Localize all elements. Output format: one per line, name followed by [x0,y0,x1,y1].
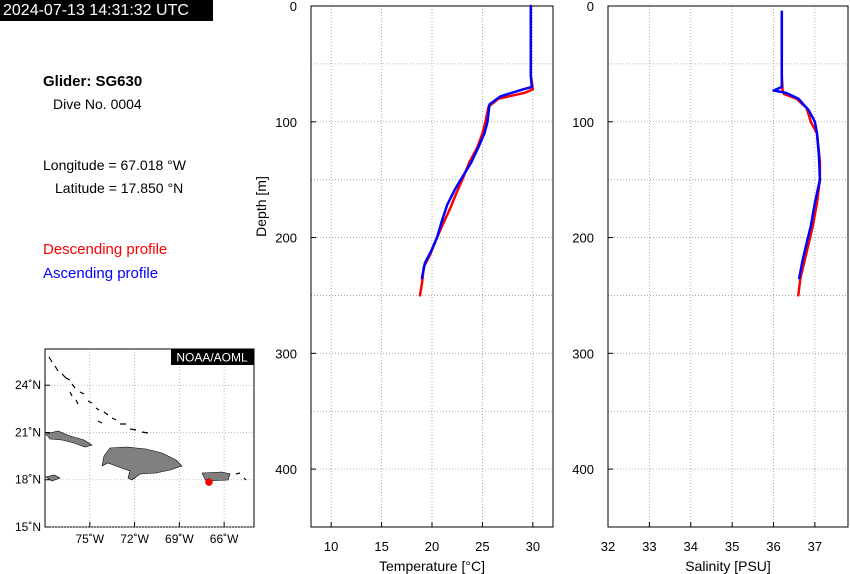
map-lat-label: 15˚N [15,520,41,534]
plot-frame [607,5,849,528]
y-tick-label: 200 [275,231,297,246]
latitude-readout: Latitude = 17.850 °N [55,180,184,196]
glider-name: Glider: SG630 [43,73,143,90]
map-lon-label: 75˚W [75,532,104,546]
x-tick-label: 10 [324,539,338,554]
longitude-readout: Longitude = 67.018 °W [43,157,186,173]
x-tick-label: 20 [425,539,439,554]
descending-profile-line [780,10,822,297]
y-tick-label: 0 [290,0,297,14]
y-tick-label: 100 [275,115,297,130]
x-tick-label: 25 [475,539,489,554]
hispaniola-landmass [101,446,183,481]
virgin-islands [235,472,247,481]
y-tick-label: 100 [572,115,594,130]
x-tick-label: 35 [725,539,739,554]
ascending-profile-line [772,10,822,280]
cuba-landmass [45,430,93,448]
ascending-legend: Ascending profile [43,265,159,282]
y-tick-label: 300 [275,346,297,361]
x-tick-label: 37 [808,539,822,554]
y-tick-label: 200 [572,231,594,246]
ascending-profile-line [420,4,534,280]
dive-number: Dive No. 0004 [53,96,142,112]
map-credit-box [171,349,254,365]
map-lon-label: 72˚W [120,532,149,546]
map-ticks: 75˚W 72˚W 69˚W 66˚W 24˚N 21˚N 18˚N 15˚N [15,378,239,546]
map-lat-label: 24˚N [15,378,41,392]
y-tick-label: 300 [572,346,594,361]
x-tick-label: 15 [374,539,388,554]
timestamp: 2024-07-13 14:31:32 UTC [0,0,213,21]
x-tick-label: 33 [642,539,656,554]
map-lat-label: 18˚N [15,473,41,487]
bahamas-islands [48,356,149,434]
map-lat-label: 21˚N [15,425,41,439]
x-tick-label: 30 [526,539,540,554]
y-tick-label: 400 [572,462,594,477]
map-credit: NOAA/AOML [176,351,248,365]
y-axis-label: Depth [m] [253,176,269,237]
location-map: NOAA/AOML 75˚W 72˚W 69˚W 66˚W 24˚N 21˚N 18˚N 15… [15,348,255,546]
y-tick-label: 0 [587,0,594,14]
x-tick-label: 36 [766,539,780,554]
map-frame [44,348,255,528]
y-tick-label: 400 [275,462,297,477]
x-tick-label: 34 [684,539,698,554]
temperature-panel: 0 100 200 300 400 10 15 20 25 30 Temperature [°C] D… [253,0,554,574]
glider-position-marker [205,478,213,486]
map-lon-label: 69˚W [165,532,194,546]
salinity-panel: 0 100 200 300 400 32 33 34 35 36 37 Salinity [PSU] [572,0,849,574]
x-axis-label: Salinity [PSU] [685,558,771,574]
small-islands [48,356,247,481]
x-tick-label: 32 [601,539,615,554]
x-axis-label: Temperature [°C] [379,558,485,574]
descending-legend: Descending profile [43,241,168,258]
map-lon-label: 66˚W [210,532,239,546]
